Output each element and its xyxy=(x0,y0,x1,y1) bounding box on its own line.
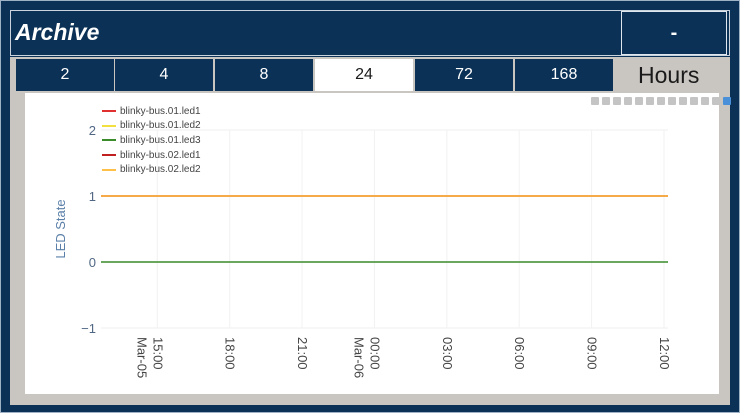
camera-icon[interactable] xyxy=(591,97,599,105)
legend-label: blinky-bus.01.led3 xyxy=(120,134,201,146)
legend-item[interactable]: blinky-bus.01.led3 xyxy=(102,133,201,148)
zoom-out-icon[interactable] xyxy=(657,97,665,105)
select-box-icon[interactable] xyxy=(624,97,632,105)
range-button-2[interactable]: 2 xyxy=(16,59,114,91)
autoscale-icon[interactable] xyxy=(668,97,676,105)
plot-modebar xyxy=(591,97,731,107)
reset-axes-icon[interactable] xyxy=(679,97,687,105)
legend-item[interactable]: blinky-bus.01.led2 xyxy=(102,119,201,134)
legend-swatch xyxy=(102,168,116,171)
time-range-selector: 2 4 8 24 72 168 Hours xyxy=(10,57,730,92)
range-button-168[interactable]: 168 xyxy=(515,59,613,91)
legend-swatch xyxy=(102,124,116,127)
minimize-button[interactable]: - xyxy=(621,11,727,55)
range-button-4[interactable]: 4 xyxy=(115,59,213,91)
pan-icon[interactable] xyxy=(613,97,621,105)
hover-compare-icon[interactable] xyxy=(712,97,720,105)
range-button-24[interactable]: 24 xyxy=(315,59,413,91)
legend-item[interactable]: blinky-bus.02.led2 xyxy=(102,162,201,177)
plot-container xyxy=(10,92,731,405)
legend-swatch xyxy=(102,139,116,142)
range-button-72[interactable]: 72 xyxy=(415,59,513,91)
legend-swatch xyxy=(102,154,116,157)
legend-label: blinky-bus.02.led2 xyxy=(120,164,201,176)
zoom-in-icon[interactable] xyxy=(646,97,654,105)
archive-header: Archive xyxy=(10,10,730,56)
legend-label: blinky-bus.01.led1 xyxy=(120,105,201,117)
legend-label: blinky-bus.01.led2 xyxy=(120,120,201,132)
plotly-logo-icon[interactable] xyxy=(723,97,731,105)
legend-label: blinky-bus.02.led1 xyxy=(120,149,201,161)
legend-item[interactable]: blinky-bus.01.led1 xyxy=(102,104,201,119)
lasso-icon[interactable] xyxy=(635,97,643,105)
legend-swatch xyxy=(102,110,116,113)
zoom-icon[interactable] xyxy=(602,97,610,105)
plot-card xyxy=(25,93,731,394)
chart-legend: blinky-bus.01.led1 blinky-bus.01.led2 blin… xyxy=(102,104,201,177)
range-button-8[interactable]: 8 xyxy=(215,59,313,91)
hours-unit-label: Hours xyxy=(638,61,700,88)
page-title: Archive xyxy=(15,19,100,45)
hover-closest-icon[interactable] xyxy=(701,97,709,105)
legend-item[interactable]: blinky-bus.02.led1 xyxy=(102,148,201,163)
spike-lines-icon[interactable] xyxy=(690,97,698,105)
